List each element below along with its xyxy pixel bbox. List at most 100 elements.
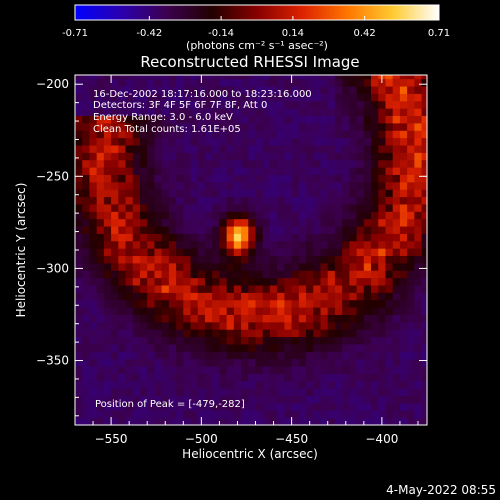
heatmap-cell (154, 130, 163, 139)
heatmap-cell (132, 395, 141, 404)
heatmap-cell (291, 181, 300, 190)
heatmap-cell (363, 270, 372, 279)
heatmap-cell (356, 292, 365, 301)
heatmap-cell (371, 196, 379, 205)
heatmap-cell (248, 181, 257, 190)
heatmap-cell (378, 137, 386, 146)
heatmap-cell (233, 86, 242, 94)
heatmap-cell (269, 395, 278, 404)
heatmap-cell (125, 130, 134, 139)
heatmap-cell (255, 248, 264, 257)
heatmap-cell (132, 167, 141, 175)
heatmap-cell (197, 314, 206, 323)
heatmap-cell (154, 108, 163, 117)
heatmap-cell (392, 343, 401, 352)
heatmap-cell (183, 93, 192, 102)
heatmap-cell (241, 292, 249, 301)
heatmap-cell (414, 402, 423, 411)
heatmap-cell (392, 373, 401, 382)
heatmap-cell (291, 196, 300, 205)
heatmap-cell (298, 358, 307, 367)
heatmap-cell (334, 233, 343, 242)
heatmap-cell (284, 321, 293, 330)
heatmap-cell (378, 380, 386, 389)
heatmap-cell (75, 100, 83, 109)
heatmap-cell (334, 152, 343, 161)
heatmap-cell (371, 108, 379, 117)
heatmap-cell (212, 329, 220, 338)
heatmap-cell (161, 329, 170, 338)
heatmap-cell (103, 270, 112, 279)
heatmap-cell (82, 211, 90, 220)
heatmap-cell (103, 75, 112, 80)
heatmap-cell (82, 108, 90, 117)
heatmap-cell (111, 262, 119, 271)
heatmap-cell (334, 321, 343, 330)
heatmap-cell (291, 145, 300, 153)
heatmap-cell (233, 255, 242, 264)
heatmap-cell (147, 307, 155, 315)
heatmap-cell (183, 167, 192, 175)
heatmap-cell (197, 248, 206, 257)
heatmap-cell (248, 329, 257, 338)
heatmap-cell (103, 388, 112, 397)
heatmap-cell (103, 343, 112, 352)
heatmap-cell (421, 270, 427, 279)
heatmap-cell (103, 196, 112, 205)
heatmap-cell (233, 329, 242, 338)
heatmap-cell (139, 152, 148, 161)
heatmap-cell (342, 395, 350, 404)
heatmap-cell (147, 351, 155, 360)
heatmap-cell (298, 78, 307, 87)
heatmap-cell (392, 196, 401, 205)
heatmap-cell (421, 366, 427, 374)
heatmap-cell (327, 159, 336, 168)
heatmap-cell (111, 167, 119, 175)
heatmap-cell (291, 380, 300, 389)
heatmap-cell (96, 351, 105, 360)
heatmap-cell (248, 152, 257, 161)
heatmap-cell (147, 137, 155, 146)
heatmap-cell (89, 255, 98, 264)
heatmap-cell (298, 321, 307, 330)
heatmap-cell (269, 373, 278, 382)
heatmap-cell (219, 248, 228, 257)
heatmap-cell (269, 388, 278, 397)
heatmap-cell (262, 321, 271, 330)
heatmap-cell (306, 233, 314, 242)
heatmap-cell (226, 137, 235, 146)
heatmap-cell (161, 299, 170, 308)
heatmap-cell (414, 174, 423, 183)
heatmap-cell (371, 159, 379, 168)
heatmap-cell (269, 358, 278, 367)
heatmap-cell (96, 93, 105, 102)
heatmap-cell (248, 78, 257, 87)
heatmap-cell (291, 358, 300, 367)
heatmap-cell (212, 152, 220, 161)
heatmap-cell (277, 358, 285, 367)
heatmap-cell (226, 343, 235, 352)
heatmap-cell (255, 78, 264, 87)
heatmap-cell (269, 130, 278, 139)
heatmap-cell (176, 343, 184, 352)
heatmap-cell (334, 137, 343, 146)
heatmap-cell (147, 248, 155, 257)
heatmap-cell (327, 366, 336, 374)
heatmap-cell (233, 395, 242, 404)
heatmap-cell (269, 299, 278, 308)
heatmap-cell (111, 181, 119, 190)
heatmap-cell (183, 285, 192, 293)
heatmap-cell (96, 336, 105, 345)
heatmap-cell (414, 343, 423, 352)
heatmap-cell (378, 292, 386, 301)
heatmap-cell (176, 115, 184, 124)
heatmap-cell (96, 218, 105, 227)
heatmap-cell (197, 351, 206, 360)
heatmap-cell (399, 410, 408, 419)
heatmap-cell (125, 336, 134, 345)
heatmap-cell (298, 314, 307, 323)
heatmap-cell (399, 130, 408, 139)
heatmap-cell (161, 277, 170, 286)
heatmap-cell (327, 380, 336, 389)
heatmap-cell (118, 203, 127, 212)
